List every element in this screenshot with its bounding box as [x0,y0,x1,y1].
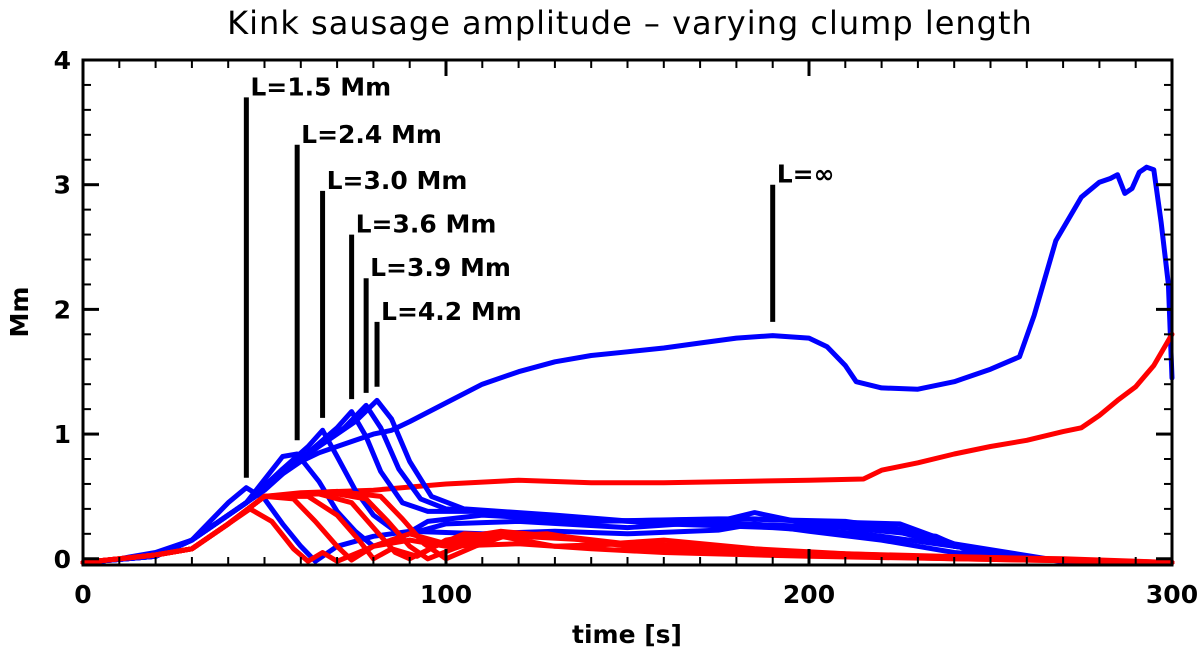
y-tick-label-4: 4 [54,46,71,75]
annotation-label-0: L=1.5 Mm [250,72,391,101]
annotation-layer: L=1.5 Mm L=2.4 Mm L=3.0 Mm L=3.6 Mm L=3.9 Mm… [243,72,835,478]
y-tick-label-3: 3 [54,171,71,200]
annotation-label-4: L=3.9 Mm [370,253,511,282]
y-tick-label-1: 1 [54,420,71,449]
annotation-label-2: L=3.0 Mm [327,166,468,195]
annotation-label-1: L=2.4 Mm [301,120,442,149]
annotation-label-6: L=∞ [777,160,835,189]
annotation-label-5: L=4.2 Mm [381,297,522,326]
annotation-label-3: L=3.6 Mm [356,210,497,239]
y-axis-label: Mm [5,287,34,338]
x-tick-label-0: 0 [74,580,91,609]
y-tick-label-2: 2 [54,295,71,324]
x-axis-label: time [s] [572,620,682,649]
y-tick-label-0: 0 [54,545,71,574]
chart-title: Kink sausage amplitude – varying clump l… [227,4,1033,42]
x-tick-label-3: 300 [1146,580,1198,609]
x-tick-label-1: 100 [420,580,472,609]
tick-layer: 0 100 200 300 0 1 2 3 4 [54,46,1199,609]
x-tick-label-2: 200 [783,580,835,609]
series-line-2 [80,485,1175,565]
series-line-7 [80,397,1175,565]
